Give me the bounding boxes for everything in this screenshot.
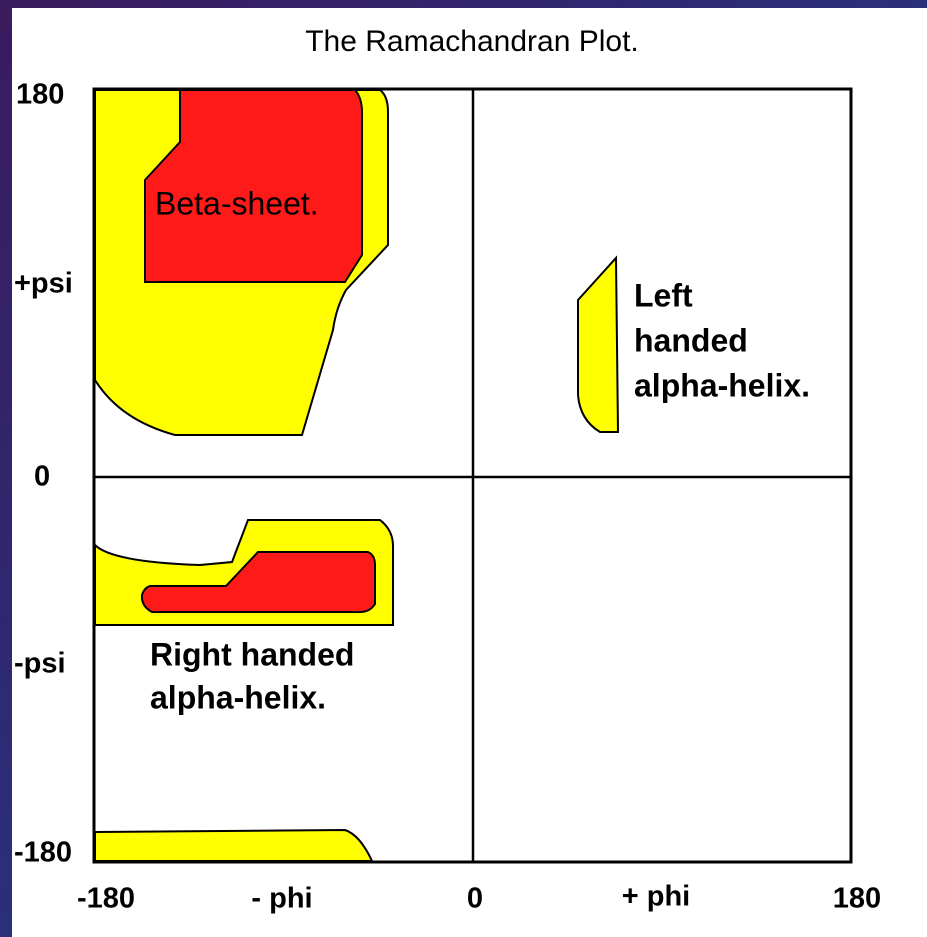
beta-region — [144, 89, 363, 283]
x-axis-label: + phi — [622, 881, 690, 913]
y-axis-label: -psi — [14, 648, 66, 680]
region-label: alpha-helix. — [150, 679, 326, 715]
title: The Ramachandran Plot. — [305, 25, 639, 58]
region-label: Right handed — [150, 636, 354, 672]
region-label: alpha-helix. — [634, 367, 810, 403]
x-axis-label: 180 — [833, 883, 881, 915]
y-axis-label: -180 — [14, 837, 72, 869]
y-axis-label: 180 — [16, 79, 64, 111]
left-helix-region — [577, 255, 620, 433]
y-axis-label: 0 — [34, 461, 50, 493]
region-label: Left — [634, 277, 693, 313]
region-label: Beta-sheet. — [155, 185, 319, 221]
bottom-region — [94, 828, 374, 862]
right-helix-region — [140, 551, 376, 613]
y-axis-label: +psi — [14, 268, 73, 300]
x-axis-label: -180 — [77, 883, 135, 915]
x-axis-label: - phi — [251, 883, 312, 915]
x-axis-label: 0 — [467, 883, 483, 915]
region-label: handed — [634, 322, 748, 358]
